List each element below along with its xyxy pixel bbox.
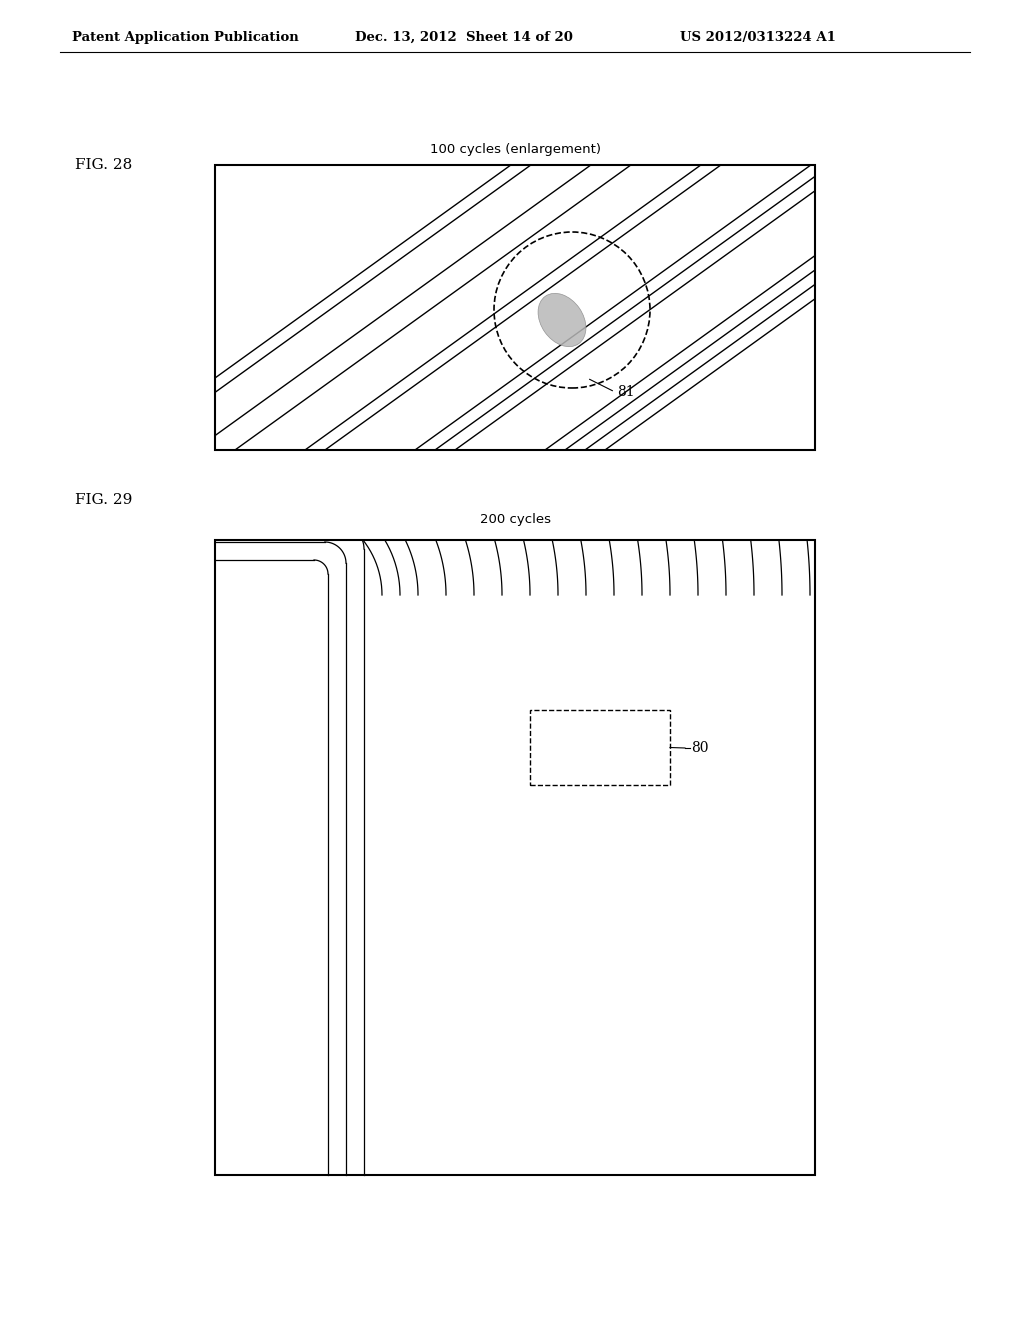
Text: Dec. 13, 2012  Sheet 14 of 20: Dec. 13, 2012 Sheet 14 of 20 [355, 30, 572, 44]
Bar [215, 540, 815, 1175]
Bar [215, 165, 815, 450]
Text: 100 cycles (enlargement): 100 cycles (enlargement) [429, 144, 600, 157]
Text: 200 cycles: 200 cycles [479, 513, 551, 527]
Ellipse shape [538, 293, 586, 347]
Text: 80: 80 [691, 741, 709, 755]
Text: FIG. 28: FIG. 28 [75, 158, 132, 172]
Text: Patent Application Publication: Patent Application Publication [72, 30, 299, 44]
Text: FIG. 29: FIG. 29 [75, 492, 132, 507]
Text: US 2012/0313224 A1: US 2012/0313224 A1 [680, 30, 836, 44]
Text: 81: 81 [617, 385, 635, 399]
Bar [530, 710, 670, 785]
